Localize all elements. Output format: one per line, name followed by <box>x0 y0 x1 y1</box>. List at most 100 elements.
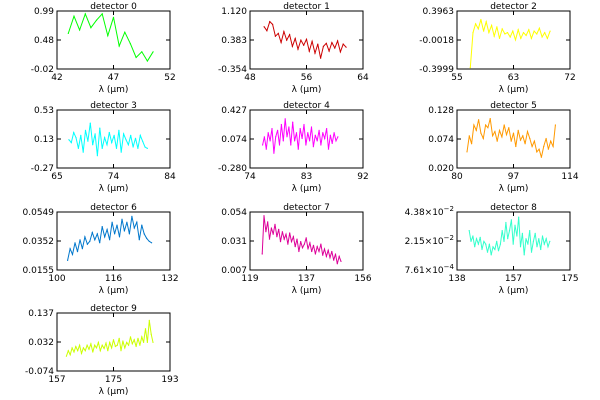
x-tick-label: 80 <box>451 172 463 182</box>
data-point <box>265 231 267 233</box>
data-point <box>466 151 468 153</box>
data-point <box>549 30 551 32</box>
data-point <box>99 350 101 352</box>
data-point <box>286 39 288 41</box>
data-point <box>301 247 304 249</box>
data-point <box>127 144 129 146</box>
data-point <box>131 215 133 217</box>
data-point <box>144 328 147 330</box>
data-point <box>498 37 501 40</box>
data-point <box>134 137 137 139</box>
data-point <box>263 26 265 28</box>
data-point <box>536 246 538 248</box>
y-tick-label: 0.13 <box>34 135 54 145</box>
data-point <box>276 236 278 238</box>
data-point <box>318 250 320 253</box>
data-point <box>342 43 344 45</box>
data-point <box>310 126 313 128</box>
data-point <box>282 140 284 142</box>
data-point <box>79 239 81 241</box>
y-tick-label: 0.137 <box>28 309 54 319</box>
y-tick-label: 0.074 <box>221 135 247 145</box>
data-point <box>279 241 282 243</box>
data-point <box>515 145 517 148</box>
plot-frame <box>456 109 571 169</box>
data-point <box>128 344 130 346</box>
series-line-detector-1 <box>263 20 347 59</box>
data-point <box>135 56 137 59</box>
data-point <box>146 237 148 239</box>
data-point <box>144 146 146 148</box>
data-point <box>79 29 81 31</box>
data-point <box>126 221 128 223</box>
data-point <box>486 251 489 253</box>
data-point <box>75 137 77 139</box>
panel-detector-7: detector 7 119 137 156 0.054 0.031 0.007 λ (μm) <box>221 203 372 296</box>
data-point <box>303 123 305 126</box>
data-point <box>71 253 74 256</box>
x-axis-label: λ (μm) <box>292 184 322 194</box>
data-point <box>139 134 141 136</box>
data-point <box>289 34 291 36</box>
data-point <box>106 228 108 231</box>
data-point <box>318 129 320 131</box>
data-point <box>489 118 491 120</box>
data-point <box>506 31 509 34</box>
data-point <box>109 239 111 241</box>
series-line-detector-2 <box>469 19 551 68</box>
y-tick-label: 0.99 <box>34 7 54 17</box>
data-point <box>118 337 120 339</box>
data-point <box>139 344 141 346</box>
data-point <box>327 148 330 150</box>
data-point <box>77 350 79 352</box>
x-tick-label: 83 <box>301 172 312 182</box>
data-point <box>311 40 313 42</box>
data-point <box>116 224 118 226</box>
panel-title: detector 7 <box>283 203 330 213</box>
data-point <box>331 41 333 44</box>
data-point <box>103 347 105 350</box>
y-tick-label: 1.120 <box>221 7 247 17</box>
data-point <box>547 246 549 248</box>
series-line-detector-3 <box>68 123 148 156</box>
data-point <box>475 129 477 131</box>
y-tick-label: 0.3963 <box>423 7 455 17</box>
data-point <box>480 132 482 134</box>
data-point <box>90 27 92 29</box>
data-point <box>104 137 106 139</box>
y-tick-exponent: −2 <box>444 205 454 213</box>
data-point <box>82 151 84 153</box>
data-point <box>469 67 471 69</box>
data-point <box>141 336 143 338</box>
x-tick-label: 55 <box>451 73 462 83</box>
y-tick-label: 0.48 <box>34 36 54 46</box>
data-point <box>326 128 328 130</box>
data-point <box>329 257 331 259</box>
data-point <box>541 36 543 38</box>
data-point <box>87 140 89 142</box>
data-point <box>337 40 339 42</box>
y-tick-label: -0.280 <box>218 164 247 174</box>
data-point <box>308 50 310 52</box>
data-point <box>131 343 133 345</box>
data-point <box>263 136 265 138</box>
data-point <box>517 29 519 31</box>
data-point <box>288 126 290 128</box>
data-point <box>82 347 84 349</box>
y-tick-label: 0.383 <box>221 36 247 46</box>
data-point <box>283 238 285 240</box>
data-point <box>292 236 294 238</box>
x-tick-label: 175 <box>105 375 122 385</box>
x-tick-label: 157 <box>505 274 522 284</box>
data-point <box>133 339 135 341</box>
panel-title: detector 0 <box>90 2 137 12</box>
x-tick-label: 64 <box>357 73 369 83</box>
data-point <box>74 242 76 244</box>
data-point <box>101 13 103 15</box>
data-point <box>67 32 69 35</box>
x-tick-label: 97 <box>508 172 519 182</box>
data-point <box>320 144 322 146</box>
data-point <box>267 221 269 223</box>
